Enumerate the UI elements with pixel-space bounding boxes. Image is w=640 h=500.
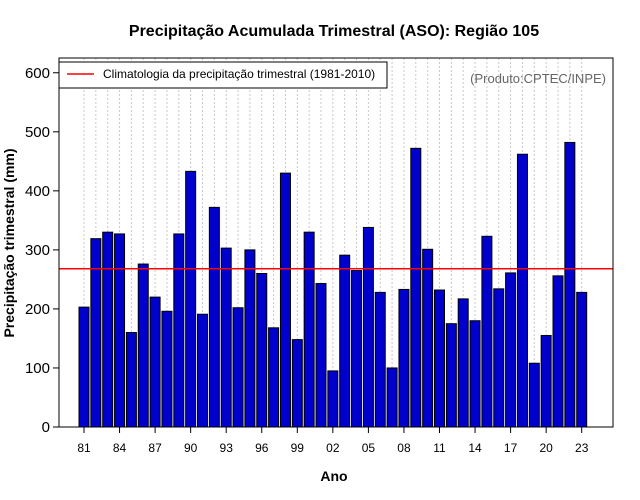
- bar-1982: [90, 238, 102, 428]
- x-tick-label: 81: [77, 441, 91, 455]
- x-axis-label: Ano: [320, 468, 347, 484]
- x-tick-label: 87: [148, 441, 162, 455]
- bar-1996: [256, 272, 268, 428]
- bar-2007: [386, 367, 398, 428]
- x-tick-label: 02: [326, 441, 340, 455]
- bar-1981: [78, 306, 90, 428]
- bar-1998: [279, 172, 291, 428]
- x-tick-label: 23: [575, 441, 589, 455]
- bar-2020: [540, 334, 552, 428]
- bar-2021: [552, 275, 564, 428]
- bar-2005: [362, 226, 374, 428]
- bar-2012: [445, 323, 457, 428]
- y-tick-label: 200: [25, 301, 50, 318]
- bar-2009: [410, 147, 422, 428]
- bar-2001: [315, 283, 327, 428]
- y-tick-label: 500: [25, 124, 50, 141]
- bar-2010: [422, 248, 434, 428]
- bar-2023: [576, 291, 588, 428]
- bar-2014: [469, 320, 481, 428]
- bars: [78, 141, 588, 428]
- x-tick-label: 11: [433, 441, 446, 455]
- bar-2002: [327, 370, 339, 428]
- legend: Climatologia da precipitação trimestral …: [58, 61, 388, 89]
- x-tick-label: 90: [184, 441, 198, 455]
- y-tick-label: 100: [25, 360, 50, 377]
- x-tick-label: 93: [220, 441, 234, 455]
- bar-2016: [493, 288, 505, 428]
- x-tick-label: 20: [539, 441, 553, 455]
- bar-1989: [173, 233, 185, 428]
- bar-2022: [564, 141, 576, 428]
- x-tick-label: 05: [362, 441, 376, 455]
- bar-1986: [137, 263, 149, 428]
- x-tick-label: 17: [504, 441, 518, 455]
- y-tick-label: 400: [25, 183, 50, 200]
- bar-1988: [161, 310, 173, 428]
- bar-2018: [516, 153, 528, 428]
- x-axis: 81 84 87 90 93 96 99 02 05 08 11 14 17 20 23: [77, 427, 589, 455]
- bar-1995: [244, 249, 256, 428]
- bar-1983: [102, 231, 114, 428]
- x-tick-label: 08: [397, 441, 411, 455]
- bar-1991: [197, 313, 208, 428]
- bar-1985: [125, 332, 137, 428]
- x-tick-label: 99: [291, 441, 305, 455]
- x-tick-label: 84: [113, 441, 127, 455]
- bar-2004: [351, 270, 363, 428]
- grid: [83, 58, 583, 427]
- bar-2000: [303, 231, 315, 428]
- bar-2008: [398, 288, 410, 428]
- y-tick-label: 600: [25, 65, 50, 82]
- bar-2006: [374, 291, 386, 428]
- bar-1994: [232, 307, 244, 428]
- y-axis: 0 100 200 300 400 500 600: [25, 65, 59, 436]
- bar-2017: [505, 272, 517, 428]
- bar-1990: [185, 170, 197, 428]
- y-tick-label: 300: [25, 242, 50, 259]
- legend-box: [58, 61, 388, 89]
- bar-2003: [339, 254, 351, 428]
- y-tick-label: 0: [42, 419, 50, 436]
- bar-1993: [220, 247, 232, 428]
- bar-2019: [528, 362, 540, 428]
- x-tick-label: 96: [255, 441, 269, 455]
- bar-1999: [291, 339, 303, 428]
- legend-label: Climatologia da precipitação trimestral …: [103, 67, 375, 81]
- x-tick-label: 14: [468, 441, 482, 455]
- bar-1997: [268, 327, 280, 428]
- credit-text: (Produto:CPTEC/INPE): [470, 71, 606, 86]
- bar-2015: [481, 235, 493, 428]
- bar-1987: [149, 296, 161, 428]
- plot-frame: [58, 57, 614, 428]
- bar-1992: [208, 206, 220, 428]
- bar-2013: [457, 298, 469, 428]
- y-axis-label: Precipitação trimestral (mm): [1, 148, 17, 337]
- bar-1984: [114, 233, 126, 428]
- chart-title: Precipitação Acumulada Trimestral (ASO):…: [129, 23, 539, 40]
- bar-2011: [434, 289, 445, 428]
